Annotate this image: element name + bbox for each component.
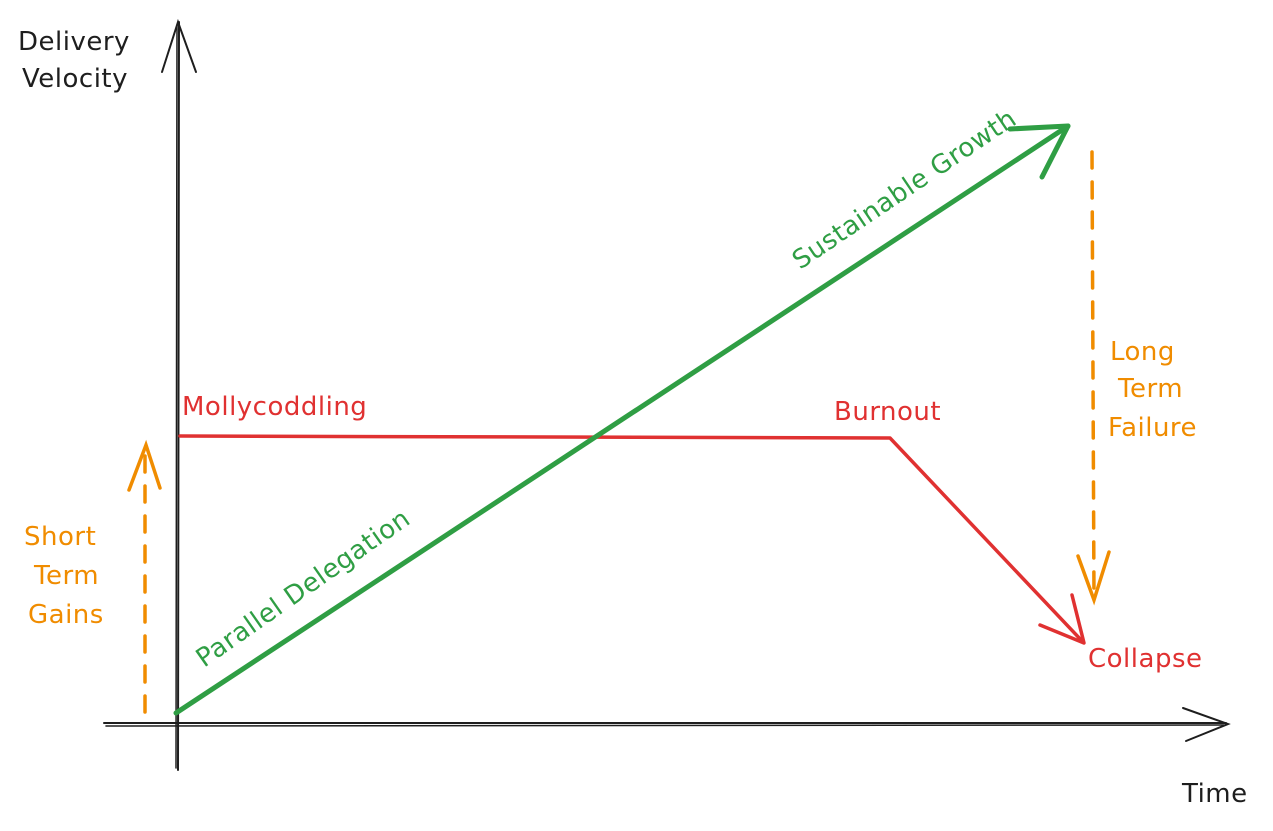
y-axis [161,18,197,771]
short-term-gains-arrow [127,439,162,714]
parallel-delegation-label: Parallel Delegation [191,503,416,673]
collapse-label: Collapse [1088,644,1203,674]
short-term-label-line2: Term [33,561,99,591]
x-axis [103,707,1231,742]
growth-arrowhead [1007,123,1071,180]
long-term-arrowhead [1076,550,1111,606]
mollycoddling-line [178,434,1086,645]
short-term-label-line1: Short [24,522,96,552]
x-axis-label: Time [1181,779,1248,809]
sustainable-growth-label: Sustainable Growth [787,104,1022,276]
long-term-label-line2: Term [1117,374,1183,404]
y-axis-label-line1: Delivery [18,27,130,57]
mollycoddling-label: Mollycoddling [182,392,367,422]
long-term-failure-arrow [1076,150,1111,606]
x-axis-arrowhead [1182,707,1231,742]
y-axis-label-line2: Velocity [22,64,128,94]
short-term-arrowhead [127,439,162,492]
short-term-label-line3: Gains [28,600,104,630]
y-axis-arrowhead [161,18,197,73]
burnout-label: Burnout [834,397,941,427]
parallel-delegation-line [173,123,1071,716]
collapse-arrowhead [1038,593,1086,645]
long-term-label-line3: Failure [1108,413,1197,443]
long-term-label-line1: Long [1110,337,1175,367]
